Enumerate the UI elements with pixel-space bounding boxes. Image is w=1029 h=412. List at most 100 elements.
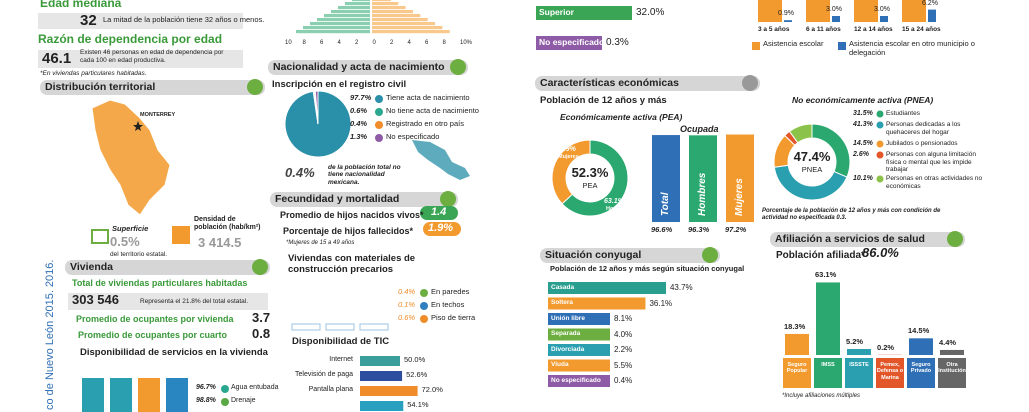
axis-label: 6 [425,40,429,46]
legend-label: Personas con alguna limitación física o … [886,151,976,173]
bar [785,333,809,355]
pyramid-bar [372,6,406,10]
header-band [40,80,265,95]
legend-label: Estudiantes [886,110,920,117]
heading: Razón de dependencia por edad [38,32,223,46]
legend-dot [221,385,229,393]
note: Porcentaje de la población de 12 años y … [762,208,941,221]
note: La mitad de la población tiene 32 años o… [103,15,265,24]
value: 0.4% [285,165,315,180]
header-band [270,192,458,207]
subheading: Inscripción en el registro civil [272,79,407,90]
subheading: No económicamente activa (PNEA) [792,95,934,105]
axis-label: 8 [442,40,446,46]
service-bar [82,378,104,412]
header-band [540,248,720,263]
axis-label: 10% [460,40,473,46]
legend-label: Personas en otras actividades no económi… [886,175,983,190]
value: 0.8 [252,326,271,341]
legend-value: 31.5% [853,110,873,117]
value-label: 3.0% [874,6,890,13]
subheading: Población de 12 años y más [540,95,667,106]
axis-label: 8 [302,40,306,46]
label-box [536,36,602,50]
category-label: IMSS [821,362,835,368]
mexico-map [412,140,470,180]
bar [726,134,754,222]
category-label: Superior [539,6,574,17]
label-box [845,358,873,388]
value-label: 18.3% [784,321,806,331]
value: 0.5% [110,234,140,249]
header-icon [440,191,456,207]
pyramid-bar [345,2,370,6]
note: Existen 46 personas en edad de dependenc… [80,49,224,64]
segment-value: 36.9% [556,146,576,153]
note: de la población total no tiene nacionali… [328,164,401,186]
legend-value: 0.6% [398,313,416,322]
label-box [548,375,610,387]
legend-label: Agua entubada [231,384,279,391]
category-label: Seguro Popular [786,362,808,375]
bar [360,371,403,381]
label-box [548,328,610,341]
note: del territorio estatal. [110,251,168,258]
legend-label: Asistencia escolar [763,39,824,48]
pyramid-bar [372,2,399,6]
category-label: 12 a 14 años [854,26,893,33]
bar [832,16,840,22]
header-band [535,76,760,91]
legend-dot [221,398,229,406]
value: 3.7 [252,310,271,325]
subheading: Económicamente activa (PEA) [560,112,683,122]
legend-label: Asistencia escolar en otro municipio o d… [849,39,975,57]
section-title: Situación conyugal [545,249,642,261]
category-label: Viuda [551,361,569,368]
category-label: 3 a 5 años [758,26,790,33]
value-label: 50.0% [404,355,426,364]
category-label: ISSSTE [849,362,869,368]
value-label: 97.2% [725,225,747,234]
segment-label: Mujeres [558,154,579,160]
label: Población afiliada* [776,250,865,261]
value-pill [423,222,461,236]
value-band [38,13,243,29]
value-label: 43.7% [669,283,693,292]
legend-label: Jubilados o pensionados [886,140,958,147]
value-band [68,293,268,310]
category-label: Divorciada [551,345,585,353]
header-band [65,260,270,275]
legend-value: 10.1% [853,175,873,182]
label-box [548,282,610,294]
header-icon [947,231,963,247]
axis-label: 2 [390,40,394,46]
label: Superficie [112,224,149,233]
pyramid-bar [372,14,421,18]
value-label: 0.2% [877,342,895,352]
subheading: Disponibilidad de servicios en la vivien… [80,347,268,358]
house-outline [325,323,355,331]
value-label: 4.0% [614,329,633,339]
pyramid-bar [372,0,391,2]
footnote: *Mujeres de 15 a 49 años [286,240,355,246]
pyramid-bar [296,30,370,34]
value-label: 5.5% [614,360,633,370]
label-box [938,358,966,388]
house-outline [359,323,389,331]
service-bar [110,378,132,412]
legend-label: En techos [431,300,465,309]
value-pill [420,206,458,220]
value: 1.9% [428,222,454,234]
legend-swatch [838,42,846,50]
category-label: No especificado [551,376,601,384]
attendance-bar [902,0,926,22]
legend-value: 14.5% [853,140,873,147]
source: co de Nuevo León 2015. 2016. [44,259,56,410]
axis-label: 6 [320,40,324,46]
legend-dot [375,134,383,142]
value-label: 72.0% [421,385,443,394]
category-label: Internet [329,356,353,363]
section-title: Distribución territorial [45,81,156,93]
legend-dot [375,108,383,116]
subheading: Población de 12 años y más según situaci… [550,264,745,273]
